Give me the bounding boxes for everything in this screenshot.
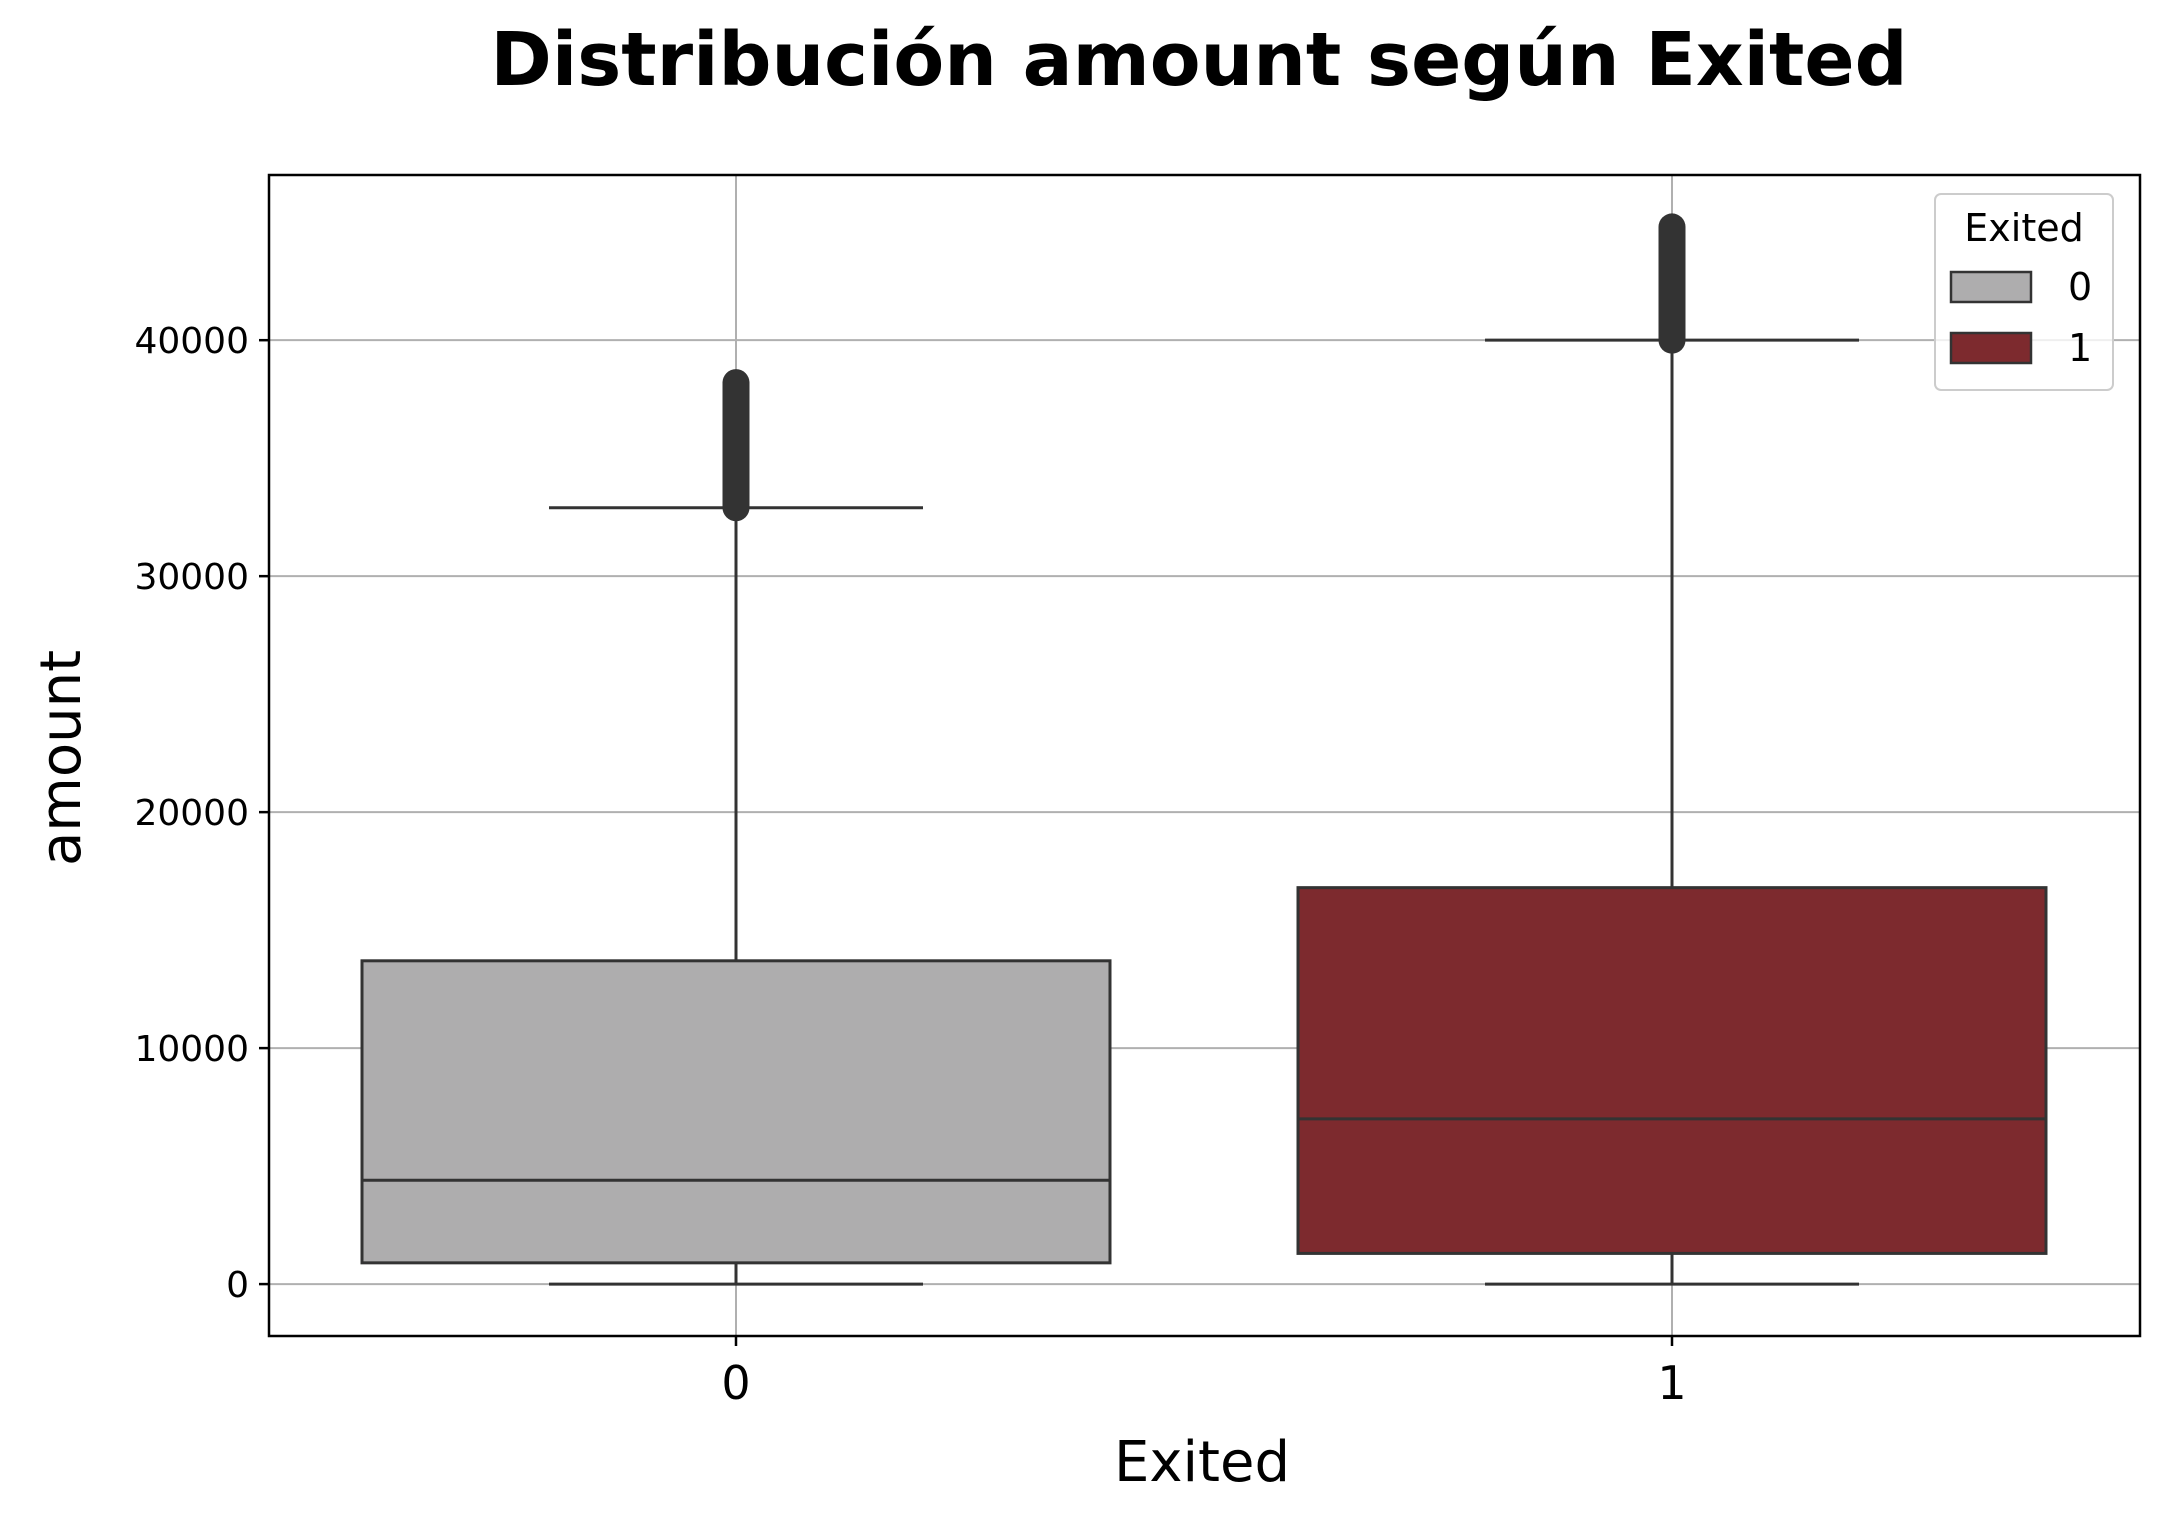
legend-label-0: 0 bbox=[2068, 265, 2092, 309]
y-tick-label: 20000 bbox=[134, 793, 249, 834]
x-axis-label: Exited bbox=[1114, 1430, 1290, 1495]
y-tick-label: 0 bbox=[226, 1265, 249, 1306]
y-axis-ticks: 0 10000 20000 30000 40000 bbox=[134, 321, 269, 1306]
legend-title: Exited bbox=[1964, 206, 2083, 250]
plot-frame bbox=[267, 173, 2142, 1338]
legend-swatch-0 bbox=[1949, 270, 2033, 304]
legend: Exited 0 1 bbox=[1934, 193, 2114, 391]
chart-title: Distribución amount según Exited bbox=[490, 17, 1907, 103]
box-group-1 bbox=[1296, 213, 2048, 1286]
x-tick-label: 1 bbox=[1657, 1356, 1686, 1410]
y-axis-label: amount bbox=[29, 650, 94, 866]
box-group-0 bbox=[360, 369, 1112, 1286]
legend-swatch-1 bbox=[1949, 331, 2033, 365]
iqr-box bbox=[1296, 886, 2048, 1255]
y-tick-label: 10000 bbox=[134, 1029, 249, 1070]
x-tick-label: 0 bbox=[721, 1356, 750, 1410]
iqr-box bbox=[360, 959, 1112, 1265]
boxes bbox=[360, 213, 2048, 1286]
legend-label-1: 1 bbox=[2068, 326, 2092, 370]
y-tick-label: 40000 bbox=[134, 321, 249, 362]
y-tick-label: 30000 bbox=[134, 557, 249, 598]
